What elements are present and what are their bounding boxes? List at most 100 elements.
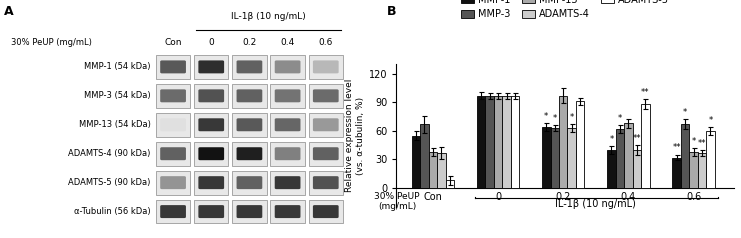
Bar xyxy=(194,200,228,223)
Text: α-Tubulin (56 kDa): α-Tubulin (56 kDa) xyxy=(74,207,150,216)
Text: *: * xyxy=(570,113,574,122)
Bar xyxy=(698,153,706,188)
FancyBboxPatch shape xyxy=(199,147,224,160)
Text: 30% PeUP
(mg/mL): 30% PeUP (mg/mL) xyxy=(374,192,420,211)
Bar xyxy=(502,96,511,188)
Bar xyxy=(485,96,494,188)
Bar xyxy=(616,129,624,188)
Legend: MMP-1, MMP-3, MMP-13, ADAMTS-4, ADAMTS-5: MMP-1, MMP-3, MMP-13, ADAMTS-4, ADAMTS-5 xyxy=(462,0,668,20)
Bar xyxy=(270,142,305,166)
Bar xyxy=(156,55,190,79)
Bar xyxy=(706,131,714,188)
Bar xyxy=(232,113,267,137)
FancyBboxPatch shape xyxy=(275,176,300,189)
FancyBboxPatch shape xyxy=(236,205,262,218)
FancyBboxPatch shape xyxy=(160,147,186,160)
Text: ADAMTS-5 (90 kDa): ADAMTS-5 (90 kDa) xyxy=(68,178,150,187)
Bar xyxy=(494,96,502,188)
FancyBboxPatch shape xyxy=(199,60,224,73)
Bar xyxy=(194,84,228,108)
Bar xyxy=(194,142,228,166)
Text: *: * xyxy=(609,135,614,144)
Bar xyxy=(559,96,568,188)
Y-axis label: Relative expression level
(vs. α-tubulin, %): Relative expression level (vs. α-tubulin… xyxy=(345,79,365,192)
Text: **: ** xyxy=(698,139,706,148)
Bar xyxy=(232,142,267,166)
Bar xyxy=(551,128,559,188)
Bar xyxy=(270,171,305,194)
Text: *: * xyxy=(683,108,687,117)
Bar xyxy=(607,150,616,188)
Bar xyxy=(308,55,343,79)
Bar xyxy=(156,142,190,166)
FancyBboxPatch shape xyxy=(313,176,339,189)
FancyBboxPatch shape xyxy=(313,205,339,218)
Text: Con: Con xyxy=(165,38,182,47)
Bar xyxy=(412,136,420,188)
FancyBboxPatch shape xyxy=(275,118,300,131)
Bar xyxy=(624,123,633,188)
FancyBboxPatch shape xyxy=(160,60,186,73)
Text: ADAMTS-4 (90 kDa): ADAMTS-4 (90 kDa) xyxy=(68,149,150,158)
Bar xyxy=(270,200,305,223)
Text: IL-1β (10 ng/mL): IL-1β (10 ng/mL) xyxy=(555,199,637,209)
Text: **: ** xyxy=(633,134,641,143)
FancyBboxPatch shape xyxy=(199,176,224,189)
Text: 0.4: 0.4 xyxy=(621,192,636,202)
Bar xyxy=(542,127,551,188)
Text: **: ** xyxy=(641,88,650,97)
Text: 0: 0 xyxy=(208,38,214,47)
Text: A: A xyxy=(4,5,13,18)
Bar xyxy=(156,200,190,223)
Bar xyxy=(689,152,698,188)
FancyBboxPatch shape xyxy=(199,205,224,218)
Text: *: * xyxy=(544,112,548,121)
Bar xyxy=(576,101,585,188)
FancyBboxPatch shape xyxy=(313,89,339,102)
Text: MMP-1 (54 kDa): MMP-1 (54 kDa) xyxy=(84,62,150,71)
FancyBboxPatch shape xyxy=(313,118,339,131)
Text: 0: 0 xyxy=(495,192,501,202)
FancyBboxPatch shape xyxy=(275,89,300,102)
FancyBboxPatch shape xyxy=(313,60,339,73)
FancyBboxPatch shape xyxy=(160,176,186,189)
Text: MMP-13 (54 kDa): MMP-13 (54 kDa) xyxy=(79,120,150,129)
Bar xyxy=(194,113,228,137)
Bar xyxy=(429,152,437,188)
Text: 0.4: 0.4 xyxy=(281,38,295,47)
Bar xyxy=(308,84,343,108)
Text: 0.2: 0.2 xyxy=(556,192,571,202)
Text: IL-1β (10 ng/mL): IL-1β (10 ng/mL) xyxy=(231,12,306,21)
Bar xyxy=(445,180,454,188)
Text: 0.6: 0.6 xyxy=(319,38,333,47)
Text: Con: Con xyxy=(424,192,442,202)
FancyBboxPatch shape xyxy=(160,89,186,102)
FancyBboxPatch shape xyxy=(160,118,186,131)
FancyBboxPatch shape xyxy=(236,147,262,160)
Text: *: * xyxy=(691,137,696,146)
Text: MMP-3 (54 kDa): MMP-3 (54 kDa) xyxy=(84,91,150,100)
Bar xyxy=(568,128,576,188)
Text: *: * xyxy=(553,114,557,123)
Bar xyxy=(232,171,267,194)
FancyBboxPatch shape xyxy=(275,205,300,218)
Bar xyxy=(194,55,228,79)
FancyBboxPatch shape xyxy=(236,89,262,102)
FancyBboxPatch shape xyxy=(199,118,224,131)
Bar xyxy=(308,171,343,194)
Text: 30% PeUP (mg/mL): 30% PeUP (mg/mL) xyxy=(11,38,92,47)
Bar xyxy=(156,171,190,194)
Text: *: * xyxy=(618,114,622,123)
Text: 0.6: 0.6 xyxy=(686,192,701,202)
FancyBboxPatch shape xyxy=(160,205,186,218)
Text: 0.2: 0.2 xyxy=(242,38,256,47)
Text: *: * xyxy=(708,116,713,125)
FancyBboxPatch shape xyxy=(236,176,262,189)
Bar xyxy=(270,55,305,79)
Bar xyxy=(308,200,343,223)
FancyBboxPatch shape xyxy=(275,147,300,160)
Bar xyxy=(477,96,485,188)
FancyBboxPatch shape xyxy=(313,147,339,160)
Bar xyxy=(232,200,267,223)
Bar xyxy=(641,104,650,188)
